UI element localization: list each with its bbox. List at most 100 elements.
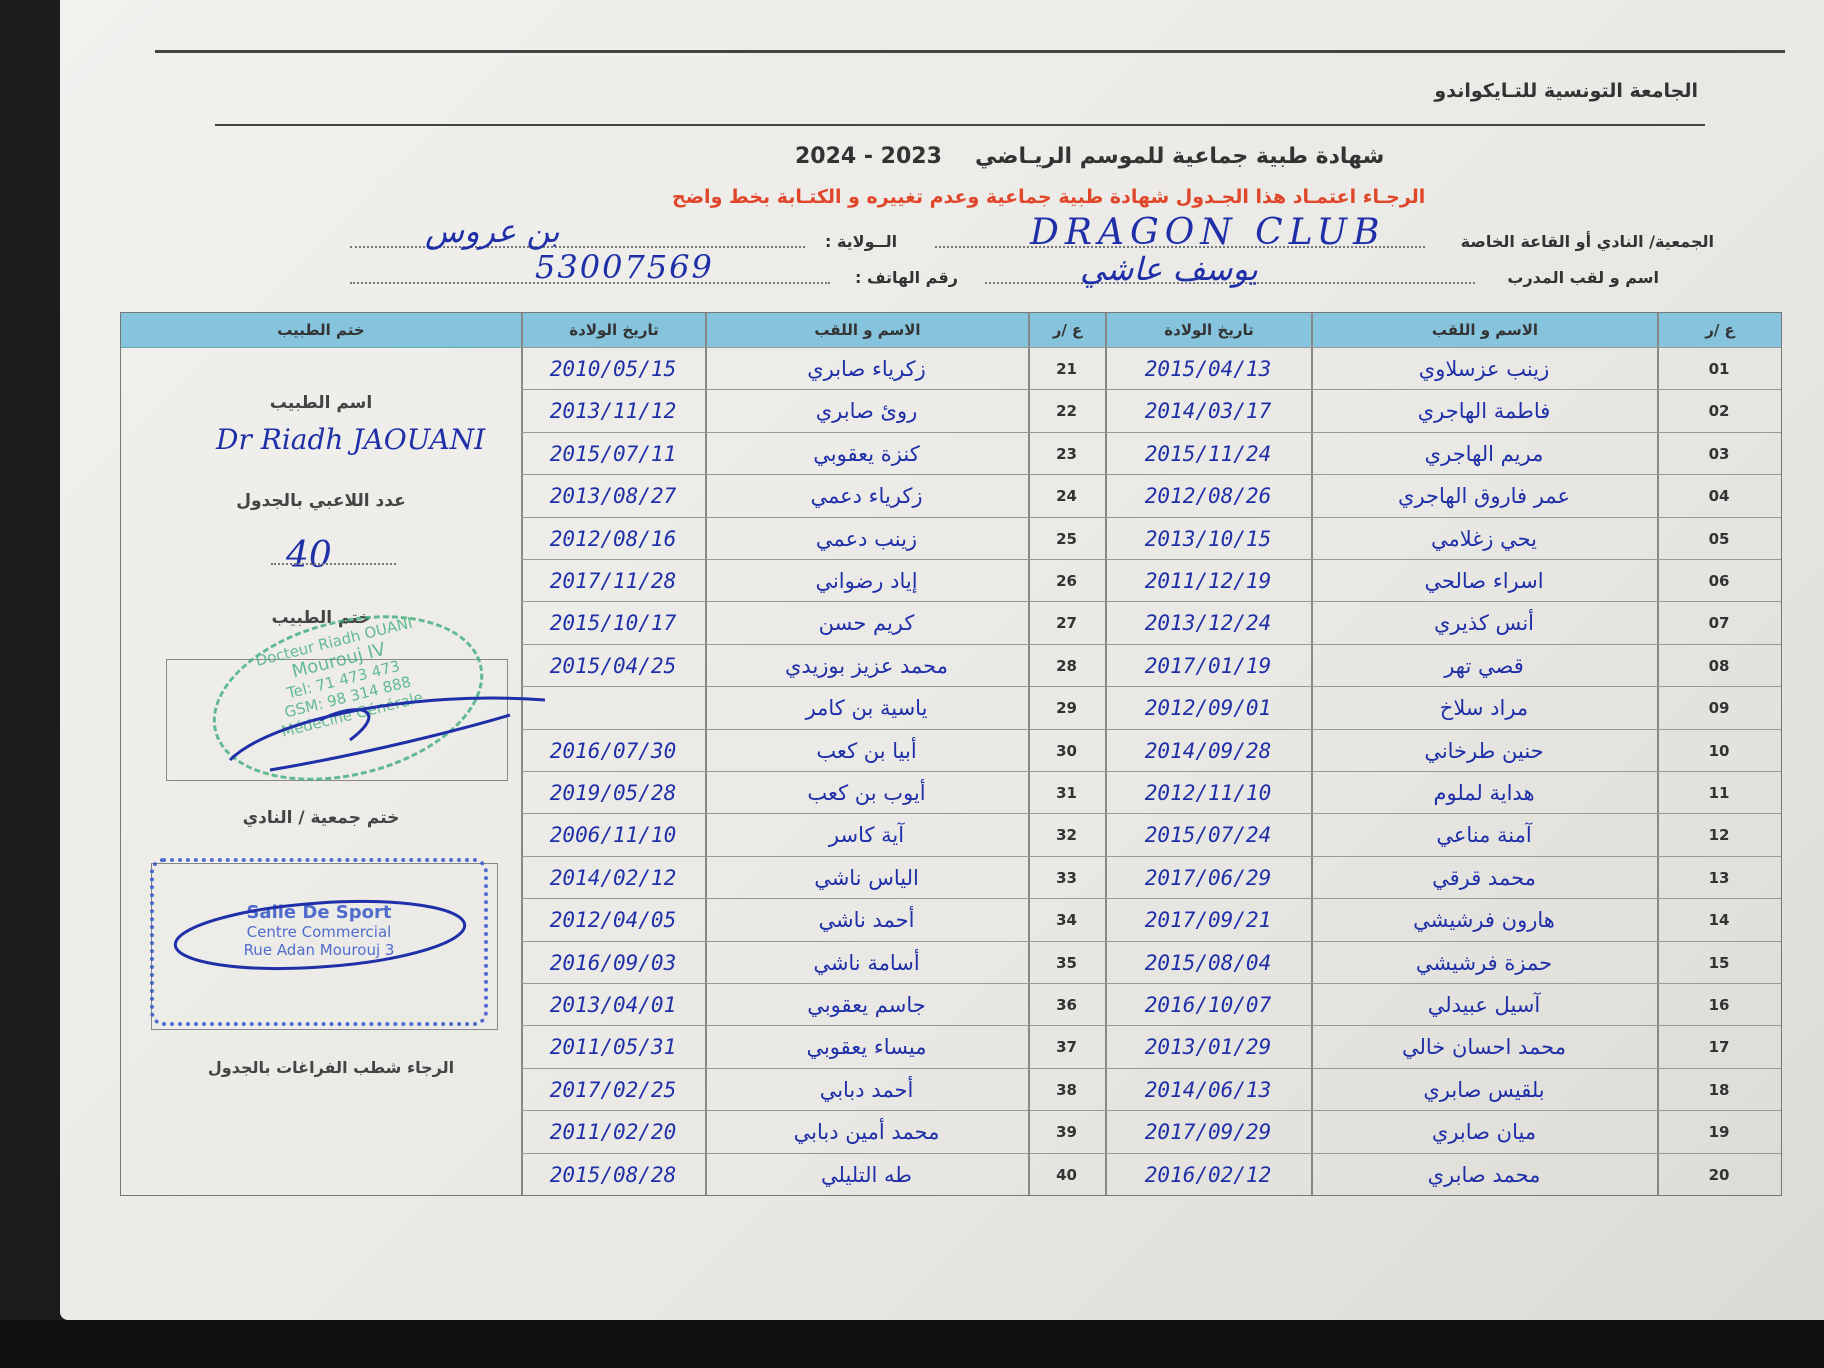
row-number: 27 (1056, 614, 1077, 633)
phone-line (350, 282, 830, 284)
warning-note: الرجـاء اعتمـاد هذا الجـدول شهادة طبية ج… (672, 186, 1426, 208)
player-dob: 2015/08/04 (1144, 950, 1272, 975)
row-number: 02 (1708, 402, 1730, 421)
row-number: 22 (1056, 402, 1077, 421)
row-number: 39 (1056, 1123, 1077, 1142)
doctor-stamp-label: ختم الطبيب (271, 608, 371, 628)
table-row: 2017/02/25 أحمد دبابي 38 2014/06/13 بلقيس صا… (521, 1067, 1781, 1111)
player-name: قصي تهر (1444, 653, 1524, 678)
doctor-stamp-box (166, 659, 508, 781)
player-dob: 2014/02/12 (549, 865, 677, 890)
row-number: 31 (1056, 784, 1077, 802)
document-page (60, 0, 1824, 1320)
player-dob: 2013/10/15 (1144, 526, 1272, 551)
player-name: محمد أمين دبابي (793, 1120, 940, 1145)
header-name-left: الاسم و اللقب (705, 313, 1029, 347)
player-name: كنزة يعقوبي (813, 441, 920, 466)
row-number: 25 (1056, 529, 1077, 548)
player-name: محمد احسان خالي (1402, 1035, 1566, 1060)
player-name: محمد قرقي (1432, 865, 1536, 890)
federation-name: الجامعة التونسية للتـايكواندو (1434, 80, 1698, 102)
player-dob: 2012/04/05 (549, 908, 677, 933)
player-dob: 2011/02/20 (549, 1120, 677, 1145)
strike-note: الرجاء شطب الفراغات بالجدول (207, 1058, 455, 1077)
player-name: هداية لملوم (1433, 781, 1535, 805)
row-number: 11 (1708, 784, 1730, 802)
player-name: ياسية بن كامر (805, 696, 928, 721)
player-dob: 2013/01/29 (1144, 1035, 1272, 1060)
header-num-left: ع /ر (1028, 313, 1106, 347)
player-name: كريم حسن (818, 611, 915, 636)
player-dob: 2015/07/24 (1144, 823, 1272, 848)
player-name: حنين طرخاني (1424, 738, 1544, 763)
player-dob: 2017/09/29 (1144, 1120, 1272, 1145)
header-rule (215, 124, 1705, 126)
row-number: 17 (1708, 1038, 1730, 1057)
player-dob: 2015/10/17 (549, 611, 677, 636)
player-dob: 2015/04/25 (549, 653, 677, 678)
player-name: أنس كذيري (1433, 611, 1535, 636)
player-dob: 2015/08/28 (549, 1162, 677, 1187)
state-label: الــولاية : (825, 232, 898, 251)
player-name: زكرياء دعمي (810, 484, 923, 509)
row-number: 12 (1708, 826, 1730, 845)
players-table: ختم الطبيب تاريخ الولادة الاسم و اللقب ع… (120, 312, 1782, 1196)
player-dob: 2014/06/13 (1144, 1077, 1272, 1102)
table-row: 2013/08/27 زكرياء دعمي 24 2012/08/26 عمر فار… (521, 474, 1781, 517)
row-number: 01 (1708, 360, 1730, 378)
row-number: 36 (1056, 996, 1077, 1014)
player-name: أيوب بن كعب (807, 781, 926, 805)
player-dob: 2013/11/12 (549, 399, 677, 424)
player-name: زينب عزسلاوي (1418, 357, 1550, 381)
player-dob: 2015/07/11 (549, 441, 677, 466)
player-dob: 2015/04/13 (1144, 357, 1272, 381)
table-header: ختم الطبيب تاريخ الولادة الاسم و اللقب ع… (121, 313, 1781, 348)
table-row: 2014/02/12 الياس ناشي 33 2017/06/29 محمد قرق… (521, 855, 1781, 899)
player-name: آية كاسر (828, 823, 905, 848)
table-row: 2015/08/28 طه التليلي 40 2016/02/12 محمد صاب… (521, 1152, 1781, 1196)
header-dob-right: تاريخ الولادة (1105, 313, 1312, 347)
row-number: 10 (1708, 741, 1730, 760)
club-label: الجمعية/ النادي أو القاعة الخاصة (1460, 232, 1714, 251)
document-title: شهادة طبية جماعية للموسم الريـاضي (975, 144, 1385, 169)
club-value: DRAGON CLUB (1030, 212, 1386, 253)
season: 2024 - 2023 (795, 144, 942, 169)
player-dob: 2016/09/03 (549, 950, 677, 975)
player-name: أبيا بن كعب (816, 738, 917, 763)
table-row: 2013/04/01 جاسم يعقوبي 36 2016/10/07 آسيل عب… (521, 983, 1781, 1026)
table-row: 2012/08/16 زينب دعمي 25 2013/10/15 يحي زغلام… (521, 516, 1781, 560)
header-num-right: ع /ر (1657, 313, 1782, 347)
row-number: 20 (1708, 1165, 1730, 1184)
player-dob: 2012/08/16 (549, 526, 677, 551)
club-stamp-label: ختم جمعية / النادي (242, 808, 400, 828)
table-row: ياسية بن كامر 29 2012/09/01 مراد سلاخ 09 (521, 686, 1781, 729)
coach-label: اسم و لقب المدرب (1507, 268, 1659, 287)
row-number: 18 (1708, 1080, 1730, 1099)
row-number: 06 (1708, 572, 1730, 590)
row-number: 08 (1708, 656, 1730, 675)
doctor-signature (228, 696, 546, 772)
row-number: 05 (1708, 529, 1730, 548)
player-name: الياس ناشي (814, 865, 919, 890)
player-name: مريم الهاجري (1424, 441, 1544, 466)
row-number: 19 (1708, 1123, 1730, 1142)
player-dob: 2019/05/28 (549, 781, 677, 805)
row-number: 29 (1056, 699, 1077, 718)
row-number: 26 (1056, 572, 1077, 590)
player-dob: 2017/09/21 (1144, 908, 1272, 933)
table-row: 2011/02/20 محمد أمين دبابي 39 2017/09/29 ميا… (521, 1110, 1781, 1153)
table-row: 2012/04/05 أحمد ناشي 34 2017/09/21 هارون فرش… (521, 898, 1781, 941)
row-number: 38 (1056, 1080, 1077, 1099)
player-dob: 2012/08/26 (1144, 484, 1272, 509)
player-name: عمر فاروق الهاجري (1398, 484, 1570, 509)
row-number: 04 (1708, 487, 1730, 506)
player-name: فاطمة الهاجري (1417, 399, 1551, 424)
player-name: أسامة ناشي (813, 950, 920, 975)
player-dob: 2012/09/01 (1144, 696, 1272, 721)
player-dob: 2017/06/29 (1144, 865, 1272, 890)
player-name: محمد صابري (1427, 1162, 1541, 1187)
table-row: 2016/07/30 أبيا بن كعب 30 2014/09/28 حنين طر… (521, 728, 1781, 772)
player-name: محمد عزيز بوزيدي (784, 653, 948, 678)
player-dob: 2015/11/24 (1144, 441, 1272, 466)
player-dob: 2013/12/24 (1144, 611, 1272, 636)
